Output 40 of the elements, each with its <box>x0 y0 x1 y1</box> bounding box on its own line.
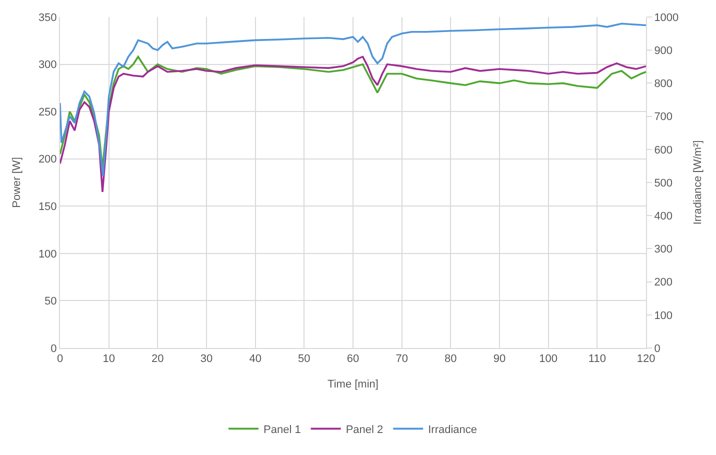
x-tick-label: 120 <box>636 353 656 366</box>
y2-tick-label: 200 <box>654 276 673 289</box>
y2-tick-label: 1000 <box>654 12 679 24</box>
x-tick-label: 30 <box>200 353 213 366</box>
line-series <box>60 22 646 177</box>
x-tick-label: 40 <box>249 353 262 366</box>
y2-tick-label: 700 <box>654 111 673 124</box>
y2-tick-label: 100 <box>654 310 673 322</box>
x-tick-label: 100 <box>539 353 558 366</box>
y2-tick-label: 400 <box>654 210 673 222</box>
y2-tick-label: 900 <box>654 44 673 57</box>
x-tick-label: 20 <box>152 353 164 366</box>
y2-tick-label: 500 <box>654 177 673 190</box>
x-tick-label: 110 <box>588 353 606 366</box>
y-tick-label: 350 <box>38 12 57 24</box>
y-tick-label: 100 <box>38 248 57 260</box>
y-axis-title: Power [W] <box>11 157 24 208</box>
y2-tick-label: 800 <box>654 78 673 90</box>
y-tick-label: 0 <box>50 342 57 355</box>
legend-label: Irradiance <box>428 424 478 436</box>
x-tick-label: 90 <box>493 353 506 366</box>
x-axis-title: Time [min] <box>328 378 378 390</box>
y-tick-label: 50 <box>44 296 57 308</box>
y-tick-label: 150 <box>38 200 57 213</box>
line-series <box>60 56 646 193</box>
x-tick-label: 80 <box>444 353 457 366</box>
line-series <box>60 56 646 170</box>
y-tick-label: 250 <box>38 106 57 118</box>
y-tick-label: 200 <box>38 154 57 166</box>
legend-label: Panel 1 <box>264 424 301 436</box>
x-tick-label: 50 <box>298 353 310 366</box>
y2-axis-title: Irradiance [W/m²] <box>692 140 704 225</box>
x-tick-label: 60 <box>346 353 360 366</box>
legend-label: Panel 2 <box>346 424 384 436</box>
y2-tick-label: 300 <box>654 244 673 256</box>
y2-tick-label: 0 <box>654 342 660 355</box>
y2-tick-label: 600 <box>654 144 673 156</box>
x-tick-label: 10 <box>102 353 115 366</box>
y-tick-label: 300 <box>38 59 57 72</box>
x-tick-label: 70 <box>396 353 408 366</box>
